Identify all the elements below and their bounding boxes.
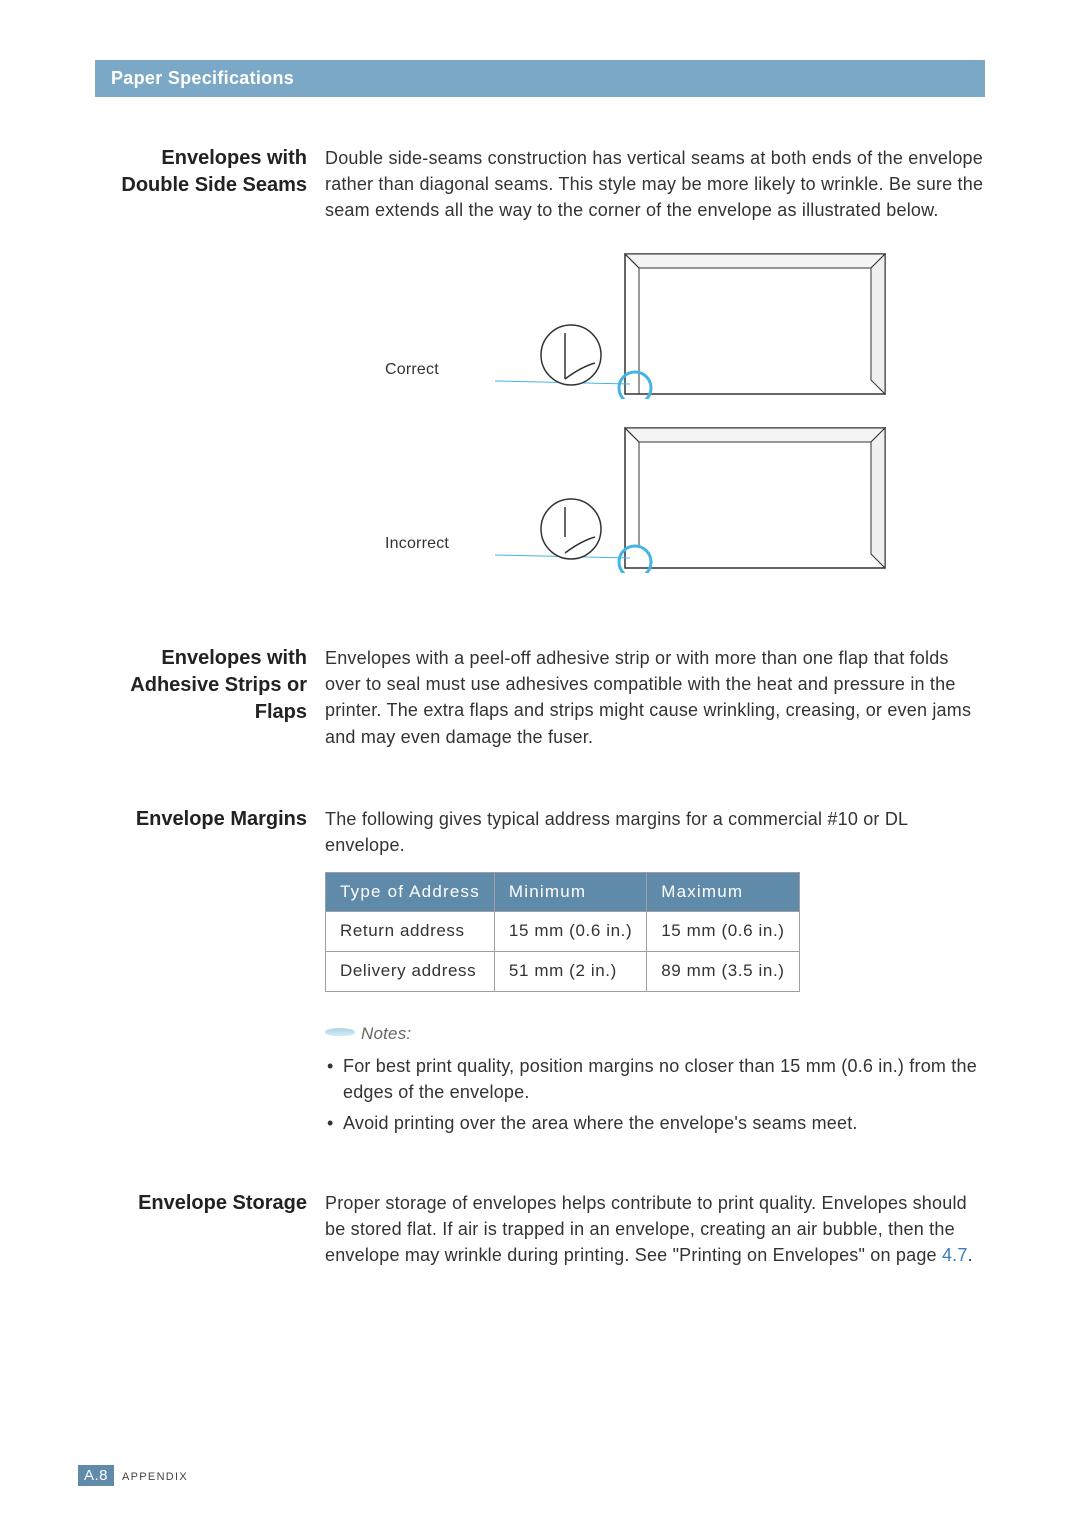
text-margins: The following gives typical address marg… — [325, 806, 985, 858]
th-min: Minimum — [494, 872, 646, 912]
td-min: 51 mm (2 in.) — [494, 952, 646, 992]
text-storage: Proper storage of envelopes helps contri… — [325, 1190, 985, 1268]
diagram-row-correct: Correct — [325, 249, 985, 399]
page: Paper Specifications Envelopes with Doub… — [0, 0, 1080, 1316]
notes-block: Notes: For best print quality, position … — [325, 1022, 985, 1136]
diagram-correct-icon — [485, 249, 895, 399]
td-max: 89 mm (3.5 in.) — [647, 952, 799, 992]
section-double-seams: Envelopes with Double Side Seams Double … — [95, 145, 985, 597]
heading-margins: Envelope Margins — [95, 806, 325, 833]
table-row: Return address 15 mm (0.6 in.) 15 mm (0.… — [326, 912, 800, 952]
xref-link[interactable]: 4.7 — [942, 1245, 968, 1265]
section-storage: Envelope Storage Proper storage of envel… — [95, 1190, 985, 1276]
diagram-label-correct: Correct — [325, 358, 485, 399]
list-item: For best print quality, position margins… — [325, 1054, 985, 1104]
td-max: 15 mm (0.6 in.) — [647, 912, 799, 952]
diagram-double-seams: Correct — [325, 249, 985, 573]
footer-section-label: APPENDIX — [122, 1471, 188, 1483]
body-storage: Proper storage of envelopes helps contri… — [325, 1190, 985, 1276]
td-type: Return address — [326, 912, 495, 952]
page-number-badge: A.8 — [78, 1465, 114, 1486]
table-header-row: Type of Address Minimum Maximum — [326, 872, 800, 912]
body-adhesive: Envelopes with a peel-off adhesive strip… — [325, 645, 985, 757]
footer: A.8 APPENDIX — [78, 1465, 188, 1486]
header-bar: Paper Specifications — [95, 60, 985, 97]
td-type: Delivery address — [326, 952, 495, 992]
th-max: Maximum — [647, 872, 799, 912]
section-margins: Envelope Margins The following gives typ… — [95, 806, 985, 1142]
diagram-row-incorrect: Incorrect — [325, 423, 985, 573]
body-double-seams: Double side-seams construction has verti… — [325, 145, 985, 597]
list-item: Avoid printing over the area where the e… — [325, 1111, 985, 1136]
text-double-seams: Double side-seams construction has verti… — [325, 145, 985, 223]
diagram-incorrect-icon — [485, 423, 895, 573]
heading-double-seams: Envelopes with Double Side Seams — [95, 145, 325, 199]
notes-title: Notes: — [325, 1022, 985, 1047]
section-adhesive: Envelopes with Adhesive Strips or Flaps … — [95, 645, 985, 757]
storage-suffix: . — [968, 1245, 973, 1265]
header-title: Paper Specifications — [111, 68, 294, 88]
td-min: 15 mm (0.6 in.) — [494, 912, 646, 952]
heading-storage: Envelope Storage — [95, 1190, 325, 1217]
body-margins: The following gives typical address marg… — [325, 806, 985, 1142]
margins-table: Type of Address Minimum Maximum Return a… — [325, 872, 800, 992]
storage-prefix: Proper storage of envelopes helps contri… — [325, 1193, 967, 1265]
notes-list: For best print quality, position margins… — [325, 1054, 985, 1136]
table-row: Delivery address 51 mm (2 in.) 89 mm (3.… — [326, 952, 800, 992]
text-adhesive: Envelopes with a peel-off adhesive strip… — [325, 645, 985, 749]
th-type: Type of Address — [326, 872, 495, 912]
heading-adhesive: Envelopes with Adhesive Strips or Flaps — [95, 645, 325, 726]
diagram-label-incorrect: Incorrect — [325, 532, 485, 573]
